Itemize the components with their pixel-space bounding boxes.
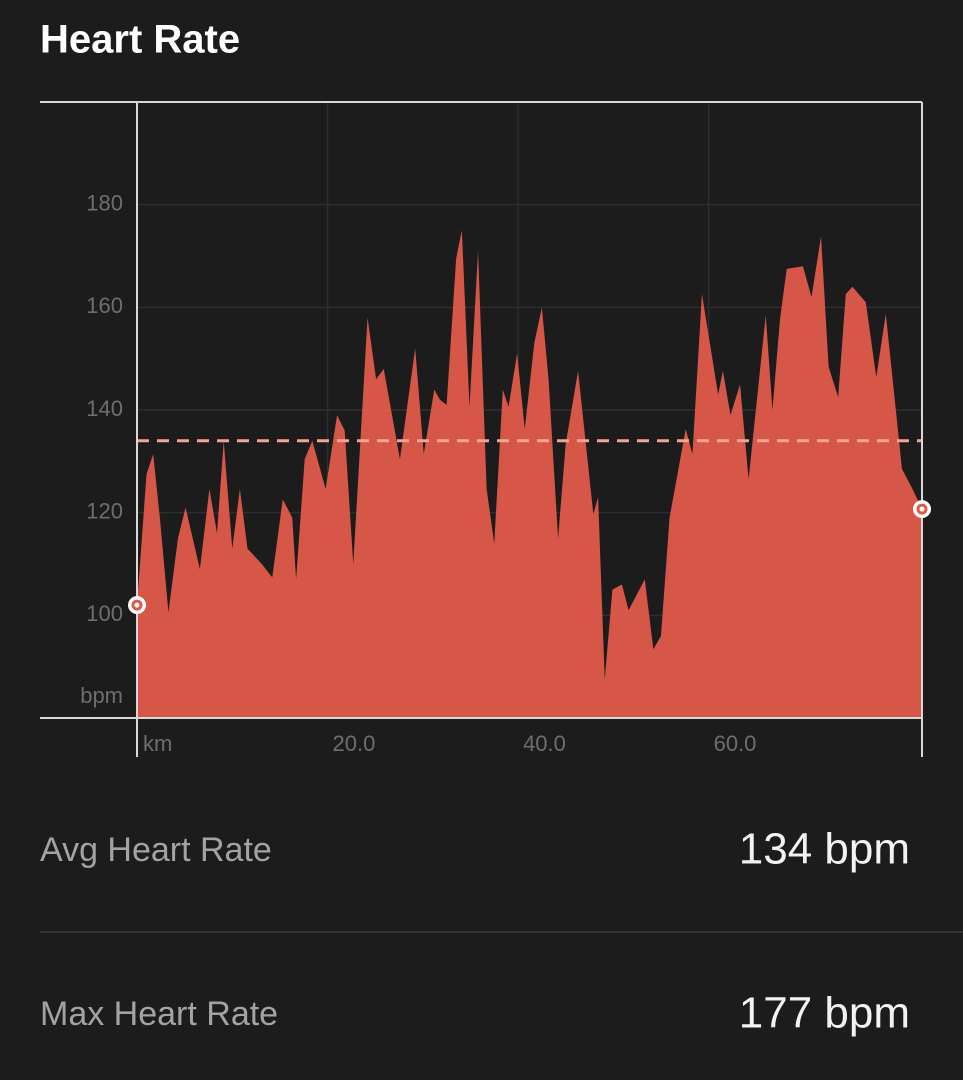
y-tick-label: 180 [86,190,123,215]
hr-area [137,230,922,719]
stat-value: 134 bpm [739,825,910,874]
x-tick-label: 40.0 [523,731,566,756]
endpoint-marker-dot [134,602,140,608]
x-tick-label: 60.0 [714,731,757,756]
x-axis-label: km [143,731,172,756]
y-tick-label: 100 [86,601,123,626]
y-tick-label: 160 [86,293,123,318]
stat-label: Avg Heart Rate [40,831,272,869]
y-tick-label: 120 [86,498,123,523]
stat-value: 177 bpm [739,989,910,1038]
endpoint-marker-dot [919,506,925,512]
x-tick-label: 20.0 [333,731,376,756]
y-tick-label: 140 [86,396,123,421]
y-axis-label: bpm [80,683,123,708]
stat-label: Max Heart Rate [40,995,278,1033]
title: Heart Rate [40,18,240,62]
